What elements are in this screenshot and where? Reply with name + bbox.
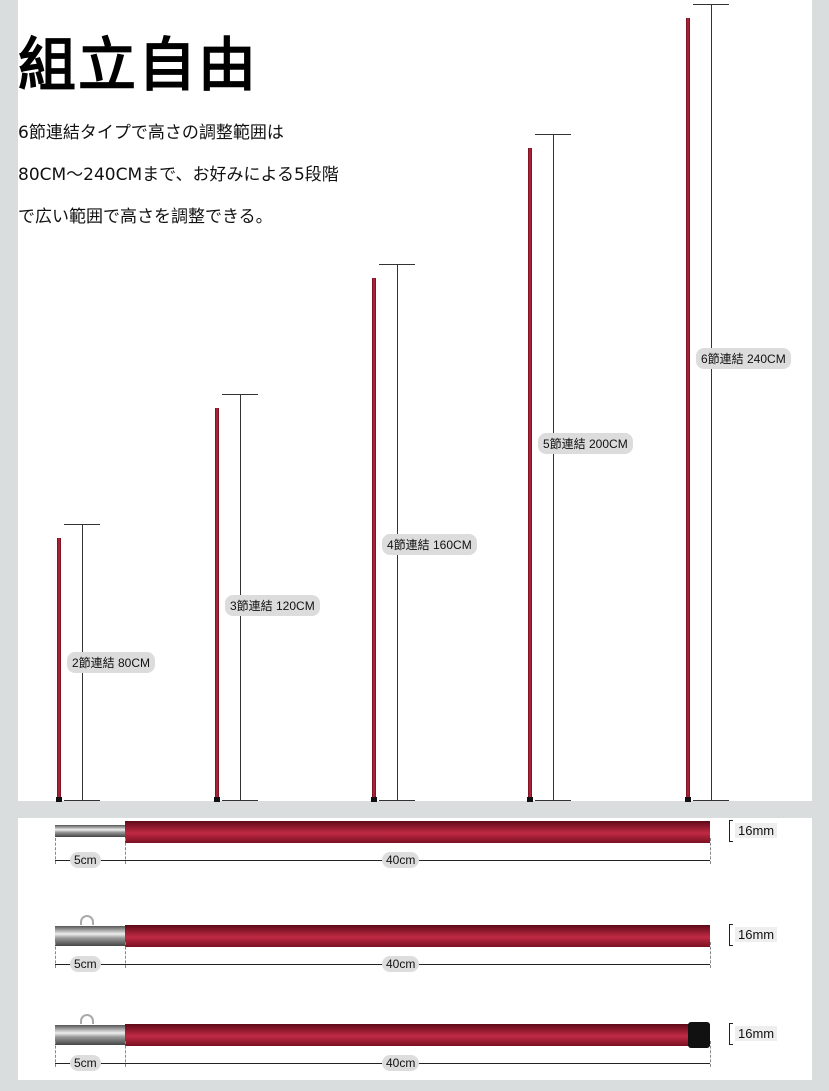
guide: [710, 1041, 711, 1067]
segment-length-label: 40cm: [382, 1055, 420, 1071]
guide: [125, 838, 126, 864]
diameter-label: 16mm: [735, 927, 778, 942]
dimension-line: [693, 4, 729, 801]
dimension-line: [535, 134, 571, 801]
tube: [125, 1024, 710, 1046]
pole-160cm: [371, 278, 377, 802]
height-label: 2節連結 80CM: [67, 652, 156, 673]
end-cap: [688, 1022, 710, 1048]
joint-length-label: 5cm: [70, 1055, 101, 1071]
hook: [80, 1014, 94, 1024]
segment-length-label: 40cm: [382, 956, 420, 972]
diameter-bracket: [729, 820, 733, 842]
description-line: 6節連結タイプで高さの調整範囲は: [18, 123, 284, 143]
diameter-label: 16mm: [735, 1026, 778, 1041]
guide: [710, 942, 711, 968]
connector-pin: [55, 825, 125, 837]
connector-sleeve: [55, 926, 125, 946]
segment-bottom: 5cm 40cm 16mm: [18, 1014, 812, 1091]
height-label: 4節連結 160CM: [382, 534, 477, 555]
segment-top: 5cm 40cm 16mm: [18, 818, 812, 888]
guide: [710, 838, 711, 864]
height-label: 6節連結 240CM: [696, 348, 791, 369]
guide: [125, 942, 126, 968]
pole-200cm: [527, 148, 533, 802]
page-title: 組立自由: [18, 31, 259, 99]
guide: [55, 838, 56, 864]
guide: [55, 1041, 56, 1067]
joint-length-label: 5cm: [70, 956, 101, 972]
pole-240cm: [685, 18, 691, 802]
diameter-bracket: [729, 924, 733, 946]
joint-length-label: 5cm: [70, 852, 101, 868]
tube: [125, 821, 710, 843]
segment-diagram-panel: 5cm 40cm 16mm 5cm 40cm 16mm 5cm 40cm 16mm: [18, 818, 812, 1080]
diameter-bracket: [729, 1023, 733, 1045]
height-diagram-panel: 組立自由 6節連結タイプで高さの調整範囲は 80CM〜240CMまで、お好みによ…: [18, 0, 812, 802]
height-label: 5節連結 200CM: [538, 433, 633, 454]
connector-sleeve: [55, 1025, 125, 1045]
pole-80cm: [56, 538, 62, 802]
guide: [55, 942, 56, 968]
tube: [125, 925, 710, 947]
hook: [80, 915, 94, 925]
dimension-line: [379, 264, 415, 801]
guide: [125, 1041, 126, 1067]
diameter-label: 16mm: [735, 823, 778, 838]
segment-length-label: 40cm: [382, 852, 420, 868]
description-line: 80CM〜240CMまで、お好みによる5段階: [18, 165, 339, 185]
segment-middle: 5cm 40cm 16mm: [18, 915, 812, 992]
description-line: で広い範囲で高さを調整できる。: [18, 207, 273, 227]
height-label: 3節連結 120CM: [225, 595, 320, 616]
pole-120cm: [214, 408, 220, 802]
